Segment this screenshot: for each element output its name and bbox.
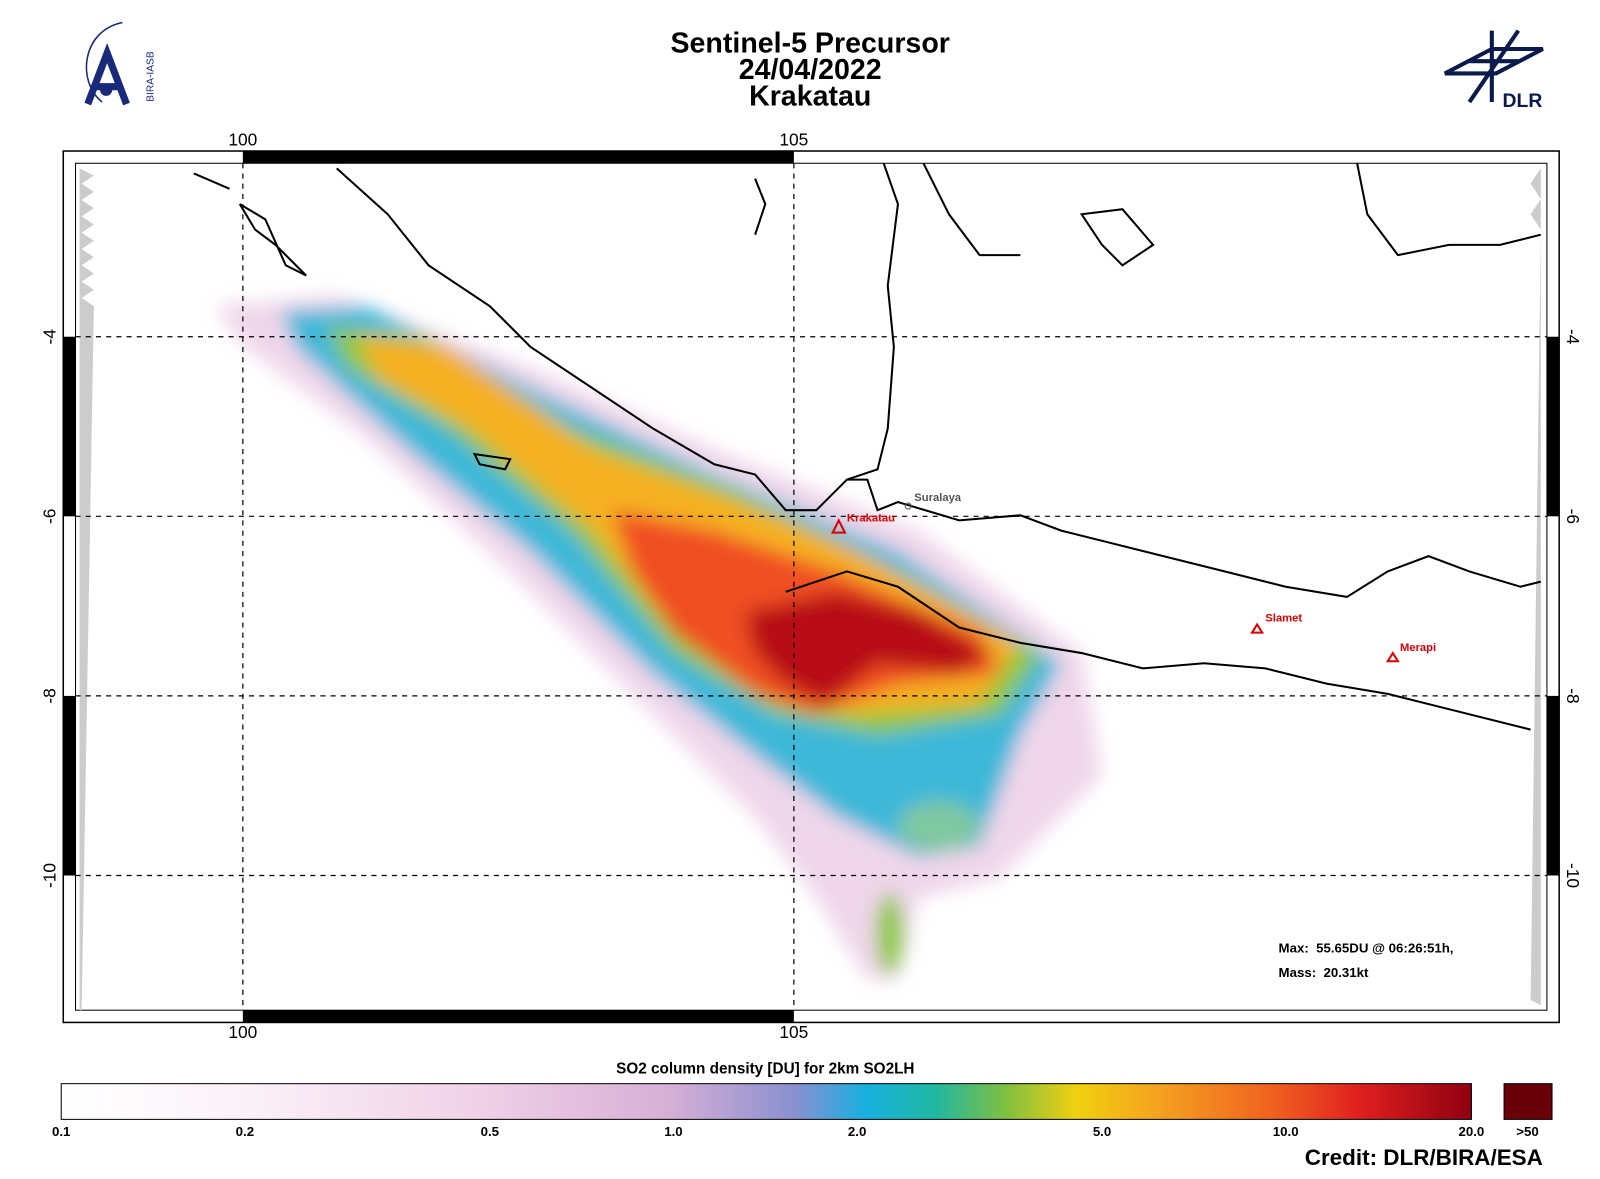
lon-label: 105 [779, 1022, 808, 1042]
colorbar-label: 1.0 [664, 1124, 682, 1139]
colorbar-label: 2.0 [848, 1124, 866, 1139]
frame-bar [242, 1010, 794, 1023]
colorbar-label: 0.5 [481, 1124, 499, 1139]
bira-text: BIRA-IASB [146, 51, 157, 102]
so2-plume [214, 295, 1103, 980]
place-label: Suralaya [914, 492, 962, 504]
lat-label: -4 [1563, 329, 1583, 345]
volcano-marker [830, 518, 847, 534]
places: Krakatau Suralaya Slamet Merapi [830, 492, 1436, 663]
frame-bar [1546, 695, 1560, 876]
volcano-marker [1250, 622, 1265, 634]
colorbar-label: 20.0 [1459, 1124, 1485, 1139]
date: 24/04/2022 [739, 54, 882, 86]
place-label: Slamet [1265, 612, 1302, 624]
colorbar-title: SO2 column density [DU] for 2km SO2LH [616, 1060, 914, 1077]
colorbar-overflow [1503, 1083, 1553, 1120]
title: Sentinel-5 Precursor [671, 27, 950, 59]
colorbar-label: 10.0 [1273, 1124, 1299, 1139]
volcano-marker [1385, 651, 1400, 663]
swath-edge-left [79, 168, 94, 1011]
lat-label: -6 [40, 509, 60, 524]
town-marker [904, 502, 912, 510]
map-inner-frame [74, 162, 1548, 1011]
lat-label: -10 [1563, 863, 1583, 888]
colorbar-overflow-label: >50 [1516, 1124, 1538, 1139]
volcano-name: Krakatau [749, 81, 871, 113]
lon-label: 100 [228, 1022, 257, 1042]
colorbar-label: 0.1 [52, 1124, 70, 1139]
frame-bar [242, 151, 794, 164]
frame-bar [63, 336, 76, 517]
lat-label: -6 [1563, 509, 1583, 524]
mass-stat: Mass: 20.31kt [1279, 965, 1369, 980]
max-stat: Max: 55.65DU @ 06:26:51h, [1279, 940, 1454, 955]
frame-bar [63, 695, 76, 876]
frame-bar [1546, 336, 1560, 517]
lat-label: -8 [1563, 688, 1583, 703]
dlr-text: DLR [1503, 90, 1543, 112]
graticule [75, 163, 1547, 1011]
place-label: Merapi [1400, 642, 1436, 654]
swath-edge-right [1530, 168, 1541, 1006]
place-label: Krakatau [847, 512, 895, 524]
colorbar-label: 5.0 [1093, 1124, 1111, 1139]
lon-label: 105 [779, 129, 808, 149]
colorbar [60, 1083, 1472, 1120]
lat-label: -10 [40, 863, 60, 888]
colorbar-label: 0.2 [236, 1124, 254, 1139]
dlr-logo: DLR [1443, 29, 1544, 112]
content: Sentinel-5 Precursor 24/04/2022 Krakatau… [40, 21, 1583, 1170]
lat-label: -8 [40, 688, 60, 703]
bira-logo: BIRA-IASB [84, 21, 157, 106]
coastlines [193, 162, 1542, 731]
credit: Credit: DLR/BIRA/ESA [1305, 1145, 1543, 1170]
lon-label: 100 [228, 129, 257, 149]
lat-label: -4 [40, 329, 60, 345]
